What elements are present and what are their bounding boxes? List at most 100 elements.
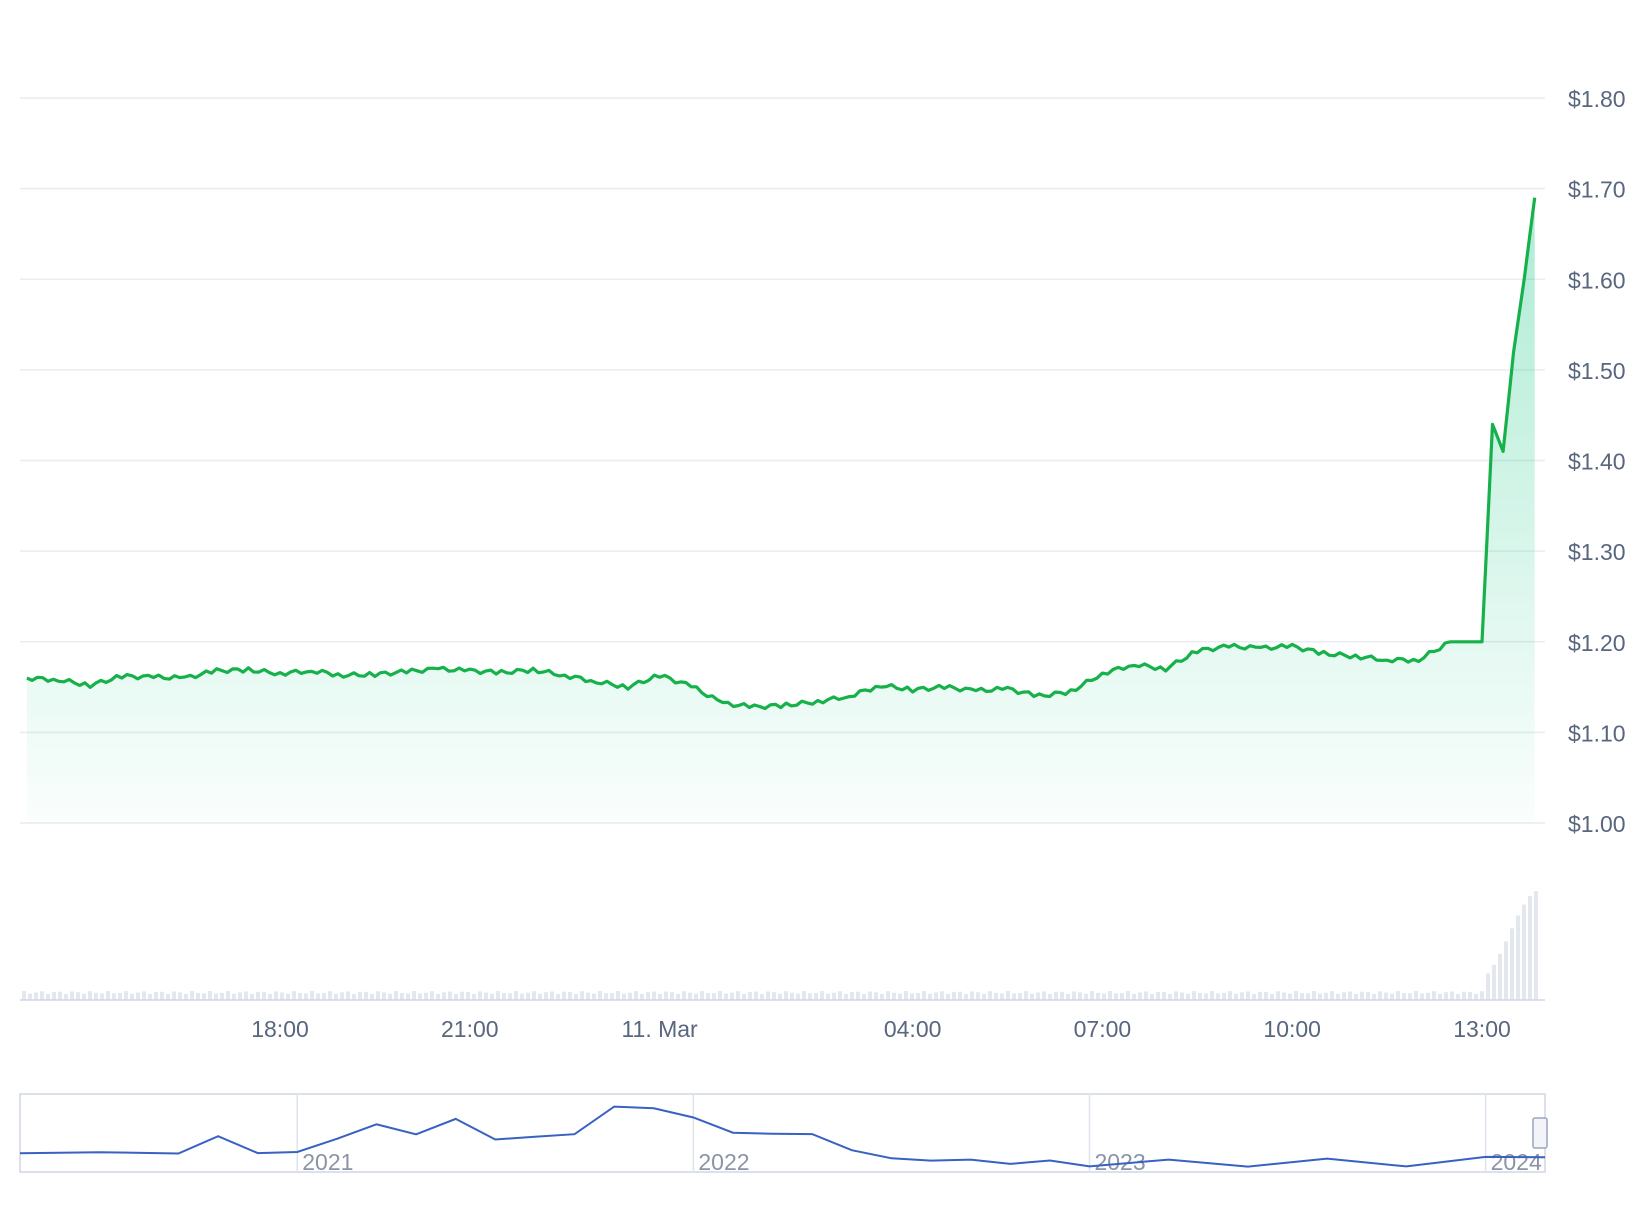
volume-bar [550, 991, 554, 1000]
volume-bar [1228, 991, 1232, 1000]
volume-bar [346, 991, 350, 1000]
volume-bar [1246, 991, 1250, 1000]
volume-bar [682, 991, 686, 1000]
price-line-layer [26, 197, 1537, 711]
volume-bar [640, 993, 644, 1000]
navigator-year-label: 2024 [1491, 1149, 1542, 1175]
volume-bar [1108, 991, 1112, 1000]
volume-bar [664, 991, 668, 1000]
volume-bar [370, 993, 374, 1000]
volume-bar [1186, 993, 1190, 1000]
y-tick-label: $1.70 [1568, 177, 1626, 203]
y-axis-labels: $1.00 $1.10 $1.20 $1.30 $1.40 $1.50 $1.60 $1.70… [1568, 86, 1626, 837]
volume-bars [20, 891, 1545, 1001]
range-navigator[interactable]: 2021 2022 2023 2024 [19, 1093, 1548, 1175]
volume-bar [1174, 991, 1178, 1000]
volume-bar [796, 993, 800, 1000]
volume-bar [580, 991, 584, 1000]
volume-bar [226, 991, 230, 1000]
volume-bar [34, 992, 38, 1000]
volume-bar [154, 991, 158, 1000]
volume-bar [850, 991, 854, 1000]
x-tick-label: 18:00 [251, 1016, 309, 1042]
volume-bar [1342, 992, 1346, 1000]
volume-bar [568, 992, 572, 1000]
volume-bar [1450, 991, 1454, 1000]
volume-bar [244, 991, 248, 1000]
volume-bar [1234, 993, 1238, 1000]
volume-bar [1282, 992, 1286, 1000]
volume-bar [958, 991, 962, 1000]
volume-bar [1360, 991, 1364, 1000]
y-tick-label: $1.80 [1568, 86, 1626, 112]
volume-bar [1438, 993, 1442, 1000]
volume-bar [808, 993, 812, 1000]
volume-bar [1366, 991, 1370, 1000]
volume-bar [1210, 991, 1214, 1000]
volume-bar [1042, 991, 1046, 1000]
volume-bar [280, 992, 284, 1000]
volume-bar [310, 991, 314, 1000]
volume-bar [1156, 991, 1160, 1000]
volume-bar [316, 993, 320, 1000]
volume-bar [748, 992, 752, 1000]
volume-bar [1408, 993, 1412, 1000]
volume-bar [394, 991, 398, 1000]
volume-bar [448, 991, 452, 1000]
volume-bar [688, 992, 692, 1000]
y-tick-label: $1.10 [1568, 720, 1626, 746]
volume-bar [1414, 991, 1418, 1000]
volume-bar [970, 991, 974, 1000]
volume-bar [610, 993, 614, 1000]
volume-bar [202, 993, 206, 1000]
volume-bar [676, 993, 680, 1000]
volume-bar [118, 992, 122, 1000]
volume-bar [532, 991, 536, 1000]
volume-bar [292, 991, 296, 1000]
volume-bar [478, 991, 482, 1000]
volume-bar [460, 991, 464, 1000]
volume-bar [484, 992, 488, 1000]
navigator-handle[interactable] [1532, 1117, 1548, 1149]
volume-bar [742, 993, 746, 1000]
volume-bar [514, 991, 518, 1000]
volume-bar [1534, 891, 1538, 1000]
volume-bar [706, 993, 710, 1000]
volume-bar [724, 993, 728, 1000]
volume-bar [928, 993, 932, 1000]
volume-bar [88, 991, 92, 1000]
volume-bar [586, 992, 590, 1000]
volume-bar [1102, 993, 1106, 1000]
volume-bar [1330, 991, 1334, 1000]
volume-bar [700, 991, 704, 1000]
volume-bar [400, 993, 404, 1000]
volume-bar [940, 991, 944, 1000]
volume-bar [976, 992, 980, 1000]
volume-bar [1066, 993, 1070, 1000]
volume-bar [1180, 992, 1184, 1000]
volume-bar [652, 991, 656, 1000]
volume-bar [736, 991, 740, 1000]
volume-bar [1084, 993, 1088, 1000]
volume-bar [1480, 991, 1484, 1000]
volume-bar [964, 993, 968, 1000]
volume-bar [232, 993, 236, 1000]
volume-bar [1072, 991, 1076, 1000]
volume-bar [1474, 993, 1478, 1000]
volume-bar [1096, 992, 1100, 1000]
x-tick-label: 13:00 [1453, 1016, 1511, 1042]
volume-bar [844, 993, 848, 1000]
volume-bar [106, 991, 110, 1000]
volume-bar [598, 991, 602, 1000]
volume-bar [718, 991, 722, 1000]
volume-bar [376, 991, 380, 1000]
volume-bar [1036, 992, 1040, 1000]
volume-bar [1510, 928, 1514, 1000]
volume-bar [1078, 992, 1082, 1000]
volume-bar [148, 993, 152, 1000]
volume-bar [328, 991, 332, 1000]
volume-bar [1528, 896, 1532, 1000]
volume-bar [904, 991, 908, 1000]
volume-bar [1516, 915, 1520, 1000]
volume-bar [874, 992, 878, 1000]
